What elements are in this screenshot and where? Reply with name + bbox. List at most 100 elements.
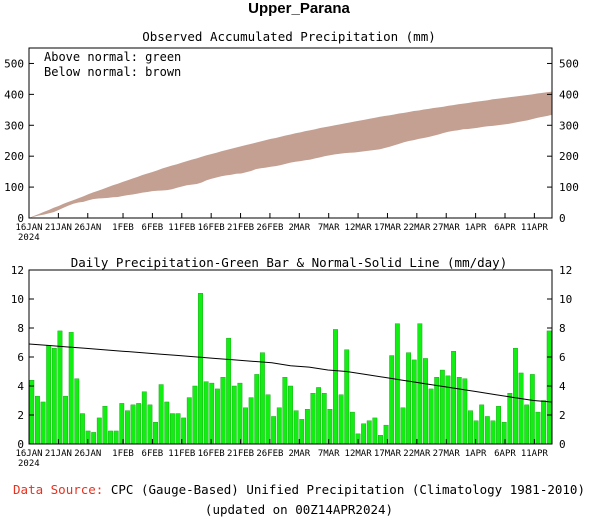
- daily-bar: [226, 337, 232, 445]
- y-tick-label-right: 300: [559, 119, 579, 132]
- accumulated-y-axis: 0 0 100 100 200 200 300 300 400 400 500 500: [4, 57, 579, 225]
- daily-bar: [282, 377, 288, 445]
- daily-bar: [327, 409, 333, 445]
- y-tick-label-right: 2: [559, 409, 566, 422]
- daily-bar: [248, 397, 254, 445]
- daily-bar: [158, 384, 164, 445]
- daily-bar: [46, 345, 52, 445]
- x-tick-label: 6APR: [494, 223, 516, 233]
- x-tick-label: 22MAR: [403, 449, 431, 459]
- daily-bar: [175, 413, 181, 445]
- daily-bar: [276, 407, 282, 445]
- footer-source-text: CPC (Gauge-Based) Unified Precipitation …: [110, 482, 585, 497]
- daily-bar: [406, 352, 412, 445]
- daily-bar: [169, 413, 175, 445]
- x-tick-label: 16JAN: [15, 223, 42, 233]
- below-normal-area: [29, 91, 552, 218]
- y-tick-label-right: 0: [559, 438, 566, 451]
- daily-bar: [400, 407, 406, 445]
- daily-bar: [119, 403, 125, 445]
- daily-bar: [265, 394, 271, 445]
- x-tick-label: 17MAR: [374, 223, 402, 233]
- y-tick-label-right: 100: [559, 181, 579, 194]
- daily-bar: [535, 411, 541, 445]
- y-tick-label-right: 0: [559, 212, 566, 225]
- daily-bar: [259, 352, 265, 445]
- daily-bar: [130, 404, 136, 445]
- x-tick-label: 11APR: [521, 449, 549, 459]
- x-tick-label: 11FEB: [168, 223, 195, 233]
- daily-bar: [68, 332, 74, 445]
- daily-bar: [74, 378, 80, 445]
- footer-source: Data Source: CPC (Gauge-Based) Unified P…: [0, 482, 598, 497]
- x-tick-label: 26FEB: [256, 223, 283, 233]
- daily-bar: [439, 369, 445, 445]
- daily-bar: [113, 430, 119, 445]
- daily-bar: [484, 416, 490, 445]
- x-tick-label: 7MAR: [318, 449, 340, 459]
- daily-x-axis: 16JAN 21JAN 26JAN 1FEB 6FEB 11FEB 16FEB 21FEB 26…: [15, 439, 548, 459]
- daily-bar: [63, 395, 68, 445]
- daily-bar: [35, 395, 40, 445]
- x-tick-label: 16JAN: [15, 449, 42, 459]
- daily-bar: [378, 435, 383, 445]
- daily-bar: [541, 400, 546, 445]
- x-tick-label: 27MAR: [433, 449, 461, 459]
- y-tick-label-left: 12: [11, 264, 24, 277]
- x-tick-label: 1APR: [465, 449, 487, 459]
- daily-bar: [214, 388, 220, 445]
- accumulated-x-axis: 16JAN 21JAN 26JAN 1FEB 6FEB 11FEB 16FEB 21FEB 26…: [15, 213, 548, 233]
- x-tick-label: 21JAN: [45, 449, 72, 459]
- x-tick-label: 2MAR: [288, 449, 310, 459]
- daily-bar: [372, 417, 378, 445]
- x-tick-label: 26JAN: [74, 223, 101, 233]
- daily-bar: [423, 358, 428, 445]
- y-tick-label-left: 10: [11, 293, 24, 306]
- legend-below-normal: Below normal: brown: [44, 65, 181, 79]
- y-tick-label-right: 8: [559, 322, 566, 335]
- daily-bar: [316, 387, 322, 445]
- x-tick-label: 21FEB: [227, 449, 254, 459]
- daily-bar: [299, 419, 305, 445]
- daily-bar: [333, 329, 338, 445]
- daily-bar: [209, 382, 215, 445]
- daily-bar: [271, 416, 277, 445]
- y-tick-label-left: 0: [17, 212, 24, 225]
- y-tick-label-right: 10: [559, 293, 572, 306]
- y-tick-label-left: 4: [17, 380, 24, 393]
- x-tick-label: 21JAN: [45, 223, 72, 233]
- y-tick-label-left: 2: [17, 409, 24, 422]
- footer-updated: (updated on 00Z14APR2024): [204, 502, 394, 517]
- daily-bar: [51, 348, 57, 445]
- daily-bar: [164, 401, 170, 445]
- daily-bar: [220, 377, 226, 445]
- y-tick-label-right: 200: [559, 150, 579, 163]
- daily-chart-title: Daily Precipitation-Green Bar & Normal-S…: [71, 255, 508, 270]
- daily-bar: [254, 374, 260, 445]
- daily-bar: [321, 393, 327, 445]
- x-tick-label: 21FEB: [227, 223, 254, 233]
- x-tick-label: 16FEB: [198, 223, 225, 233]
- daily-bar: [518, 372, 524, 445]
- daily-bar: [231, 385, 237, 445]
- y-tick-label-left: 500: [4, 57, 24, 70]
- daily-bar: [468, 410, 473, 445]
- x-tick-label: 6FEB: [142, 223, 164, 233]
- daily-bar: [411, 359, 417, 445]
- daily-bar: [338, 394, 344, 445]
- x-tick-label: 6APR: [494, 449, 516, 459]
- x-tick-label: 26JAN: [74, 449, 101, 459]
- daily-bar: [96, 417, 102, 445]
- daily-bar: [237, 382, 243, 445]
- daily-bar: [243, 407, 248, 445]
- accumulated-plot-frame: [28, 47, 553, 219]
- x-tick-label: 16FEB: [198, 449, 225, 459]
- chart-figure: Observed Accumulated Precipitation (mm) …: [4, 29, 579, 469]
- accumulated-precipitation-chart: Observed Accumulated Precipitation (mm) …: [4, 29, 579, 243]
- y-tick-label-left: 6: [17, 351, 24, 364]
- daily-bar: [29, 380, 35, 445]
- accumulated-chart-title: Observed Accumulated Precipitation (mm): [142, 29, 436, 44]
- daily-bar: [529, 374, 535, 445]
- accumulated-year-label: 2024: [18, 233, 40, 243]
- daily-bar: [147, 404, 153, 445]
